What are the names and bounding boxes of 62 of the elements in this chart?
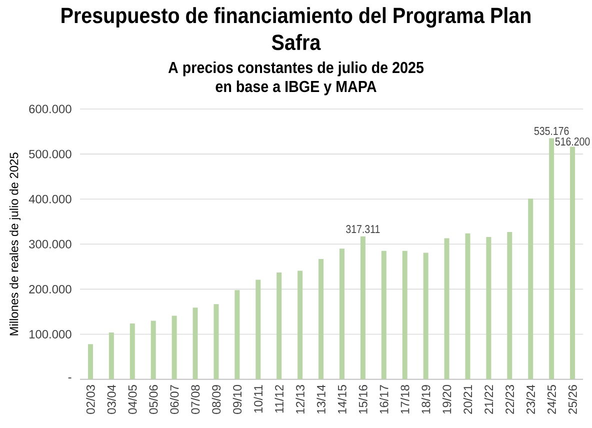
x-tick-label: 16/17 xyxy=(380,385,388,414)
x-tick-label: 22/23 xyxy=(505,385,514,414)
bar xyxy=(381,250,386,380)
y-tick-label: 200.000 xyxy=(29,284,72,294)
x-tick-label: 20/21 xyxy=(463,385,472,414)
x-tick-label: 11/12 xyxy=(274,385,284,413)
bar xyxy=(298,270,303,380)
bar xyxy=(108,332,114,380)
bar xyxy=(256,280,261,380)
x-tick-label: 17/18 xyxy=(400,385,410,414)
x-tick-label: 02/03 xyxy=(86,385,95,414)
bar xyxy=(549,138,554,380)
x-tick-label: 15/16 xyxy=(358,385,368,414)
x-tick-label: 14/15 xyxy=(338,385,346,414)
x-tick-label: 12/13 xyxy=(296,385,304,414)
x-tick-label: 10/11 xyxy=(254,385,263,413)
bar xyxy=(570,146,576,380)
text: en base a IBGE y MAPA xyxy=(216,80,376,96)
bar xyxy=(465,233,470,380)
x-tick-label: 04/05 xyxy=(128,385,137,414)
bar xyxy=(402,250,408,380)
chart-subtitle: A precios constantes de julio de 2025 xyxy=(168,61,424,76)
x-tick-label: 03/04 xyxy=(107,384,116,414)
x-tick-label: 07/08 xyxy=(190,385,200,414)
x-tick-label: 05/06 xyxy=(148,385,158,414)
bar xyxy=(528,198,534,380)
x-tick-label: 21/22 xyxy=(484,385,494,414)
x-tick-label: 18/19 xyxy=(421,385,430,414)
chart-title: Presupuesto de financiamiento del Programa Plan Safra xyxy=(62,7,530,50)
bar xyxy=(486,236,492,380)
y-tick-label: 400.000 xyxy=(28,194,72,204)
x-tick-label: 09/10 xyxy=(232,384,242,414)
bar xyxy=(444,238,450,380)
y-tick-label: 600.000 xyxy=(29,104,72,114)
bar xyxy=(88,344,93,380)
bar xyxy=(234,290,240,380)
x-tick-label: 19/20 xyxy=(442,384,452,414)
x-tick-label: 13/14 xyxy=(316,384,326,414)
bar xyxy=(318,259,324,380)
bar xyxy=(172,316,177,380)
bar xyxy=(360,236,366,380)
data-label: 516.200 xyxy=(555,137,590,146)
x-tick-label: 25/26 xyxy=(568,385,577,414)
y-tick-label: - xyxy=(68,377,72,378)
bar xyxy=(423,252,428,380)
bar xyxy=(130,323,135,380)
bar xyxy=(339,248,344,380)
x-tick-label: 06/07 xyxy=(170,385,179,414)
x-tick-label: 23/24 xyxy=(526,384,535,414)
y-axis-title: Millones de reales de julio de 2025 xyxy=(9,152,21,336)
data-label: 535.176 xyxy=(534,126,569,136)
bar xyxy=(214,304,219,380)
y-tick-label: 100.000 xyxy=(29,330,72,338)
x-tick-label: 08/09 xyxy=(212,385,221,414)
bar xyxy=(507,232,512,380)
y-tick-label: 300.000 xyxy=(29,240,72,248)
y-tick-label: 500.000 xyxy=(29,150,72,158)
bar xyxy=(150,320,156,380)
bar xyxy=(192,308,198,380)
data-label: 317.311 xyxy=(346,225,380,234)
x-tick-label: 24/25 xyxy=(547,385,556,414)
bar xyxy=(276,272,282,380)
